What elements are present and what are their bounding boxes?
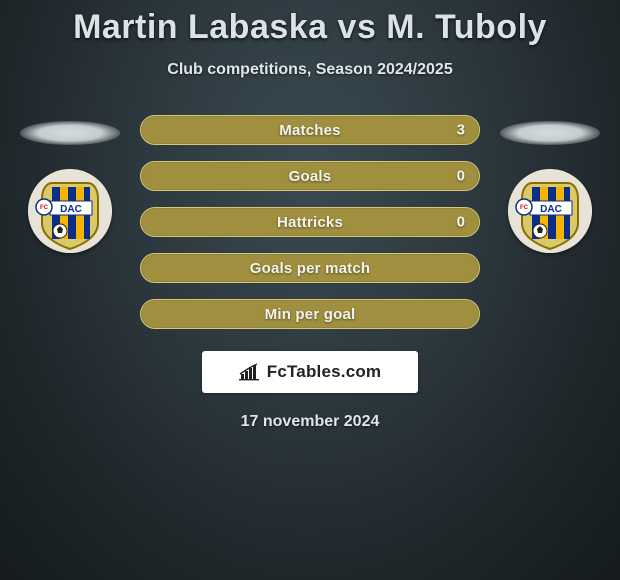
player-photo-placeholder-left: [20, 121, 120, 145]
stat-label: Goals: [289, 168, 332, 185]
club-crest-right: DAC FC: [508, 169, 592, 253]
comparison-title: Martin Labaska vs M. Tuboly: [0, 8, 620, 47]
bar-chart-icon: [239, 363, 261, 381]
club-crest-left: DAC FC: [28, 169, 112, 253]
stat-value: 0: [457, 214, 465, 231]
stat-label: Matches: [279, 122, 340, 139]
svg-text:FC: FC: [520, 205, 529, 211]
stat-row-hattricks: Hattricks 0: [140, 207, 480, 237]
stat-row-min-per-goal: Min per goal: [140, 299, 480, 329]
content-container: Martin Labaska vs M. Tuboly Club competi…: [0, 0, 620, 431]
competition-subtitle: Club competitions, Season 2024/2025: [0, 61, 620, 79]
player-photo-placeholder-right: [500, 121, 600, 145]
club-crest-svg-left: DAC FC: [28, 169, 112, 253]
stat-label: Hattricks: [277, 214, 343, 231]
branding-text: FcTables.com: [267, 362, 382, 382]
player-left-column: DAC FC: [18, 115, 122, 253]
svg-text:FC: FC: [40, 205, 49, 211]
stat-row-goals: Goals 0: [140, 161, 480, 191]
snapshot-date: 17 november 2024: [0, 413, 620, 431]
stats-column: Matches 3 Goals 0 Hattricks 0 Goals per …: [140, 115, 480, 329]
stat-row-matches: Matches 3: [140, 115, 480, 145]
stat-value: 3: [457, 122, 465, 139]
svg-text:DAC: DAC: [540, 204, 562, 215]
stat-row-goals-per-match: Goals per match: [140, 253, 480, 283]
stat-label: Goals per match: [250, 260, 371, 277]
club-crest-svg-right: DAC FC: [508, 169, 592, 253]
main-row: DAC FC Matches 3 Goals 0 Hat: [0, 115, 620, 329]
branding-badge: FcTables.com: [202, 351, 418, 393]
svg-text:DAC: DAC: [60, 204, 82, 215]
stat-value: 0: [457, 168, 465, 185]
player-right-column: DAC FC: [498, 115, 602, 253]
stat-label: Min per goal: [265, 306, 356, 323]
